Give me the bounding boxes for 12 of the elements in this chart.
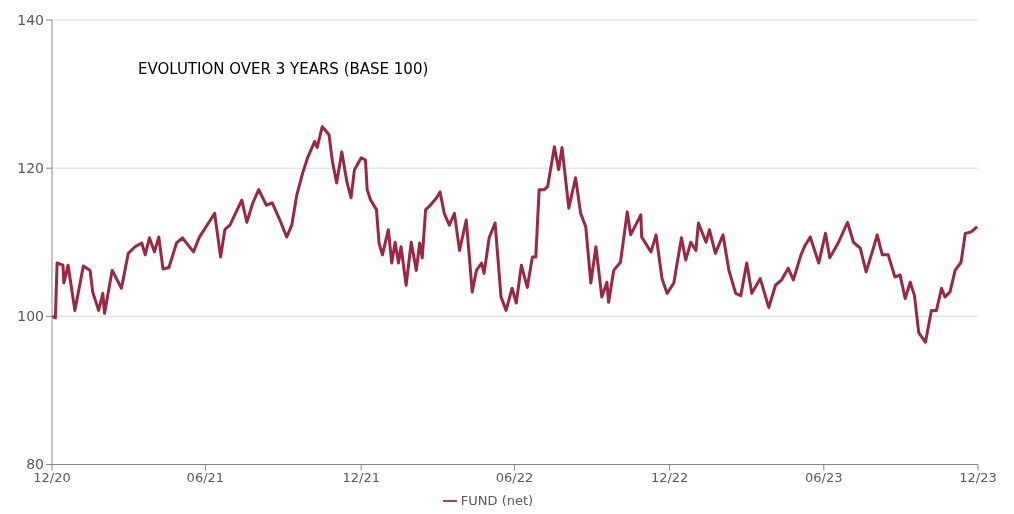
y-tick-label: 140 [17,11,44,28]
x-tick-label: 06/23 [805,469,843,485]
line-series [52,125,978,344]
x-tick-label: 12/22 [650,469,689,485]
x-tick-label: 12/23 [959,469,997,485]
text: EVOLUTION OVER 3 YEARS (BASE 100) [138,60,429,78]
x-tick-label: 06/22 [495,469,534,485]
y-tick-label: 100 [17,308,44,325]
x-tick-label: 12/21 [342,469,380,485]
y-tick-label: 120 [17,160,44,177]
legend-label: FUND (net) [460,492,534,508]
x-tick-label: 06/21 [186,469,225,485]
